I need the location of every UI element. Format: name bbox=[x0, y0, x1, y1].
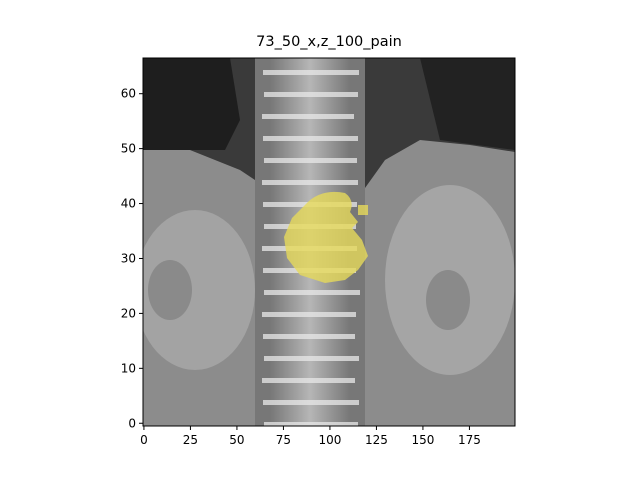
vertebra-band bbox=[264, 158, 357, 163]
y-tick-label: 40 bbox=[121, 197, 136, 211]
axes-frame bbox=[142, 57, 516, 427]
overlay-fragment bbox=[358, 205, 368, 215]
vertebra-band bbox=[263, 136, 358, 141]
vertebra-band bbox=[263, 400, 359, 405]
vertebra-band bbox=[262, 180, 358, 185]
y-axis: 0 10 20 30 40 50 60 bbox=[121, 87, 143, 430]
x-tick-label: 100 bbox=[318, 433, 341, 447]
y-tick-label: 60 bbox=[121, 87, 136, 101]
vertebra-band bbox=[263, 70, 359, 75]
y-tick-label: 30 bbox=[121, 251, 136, 265]
x-axis: 0 25 50 75 100 125 150 175 bbox=[140, 426, 481, 447]
y-tick-label: 0 bbox=[128, 416, 136, 430]
x-tick-label: 0 bbox=[140, 433, 148, 447]
vertebra-band bbox=[262, 114, 354, 119]
vertebra-band bbox=[263, 334, 355, 339]
vertebra-band bbox=[262, 312, 356, 317]
vertebra-band bbox=[262, 378, 355, 383]
x-tick-label: 25 bbox=[183, 433, 198, 447]
plot-title: 73_50_x,z_100_pain bbox=[256, 34, 402, 50]
x-tick-label: 75 bbox=[276, 433, 291, 447]
x-tick-label: 175 bbox=[458, 433, 481, 447]
y-tick-label: 20 bbox=[121, 306, 136, 320]
x-tick-label: 50 bbox=[229, 433, 244, 447]
y-tick-label: 50 bbox=[121, 142, 136, 156]
x-tick-label: 150 bbox=[411, 433, 434, 447]
y-tick-label: 10 bbox=[121, 361, 136, 375]
vertebra-band bbox=[264, 92, 358, 97]
x-tick-label: 125 bbox=[365, 433, 388, 447]
vertebra-band bbox=[264, 356, 359, 361]
segmentation-overlay bbox=[284, 191, 368, 283]
vertebra-band bbox=[264, 290, 360, 295]
vertebra-band bbox=[264, 422, 358, 426]
